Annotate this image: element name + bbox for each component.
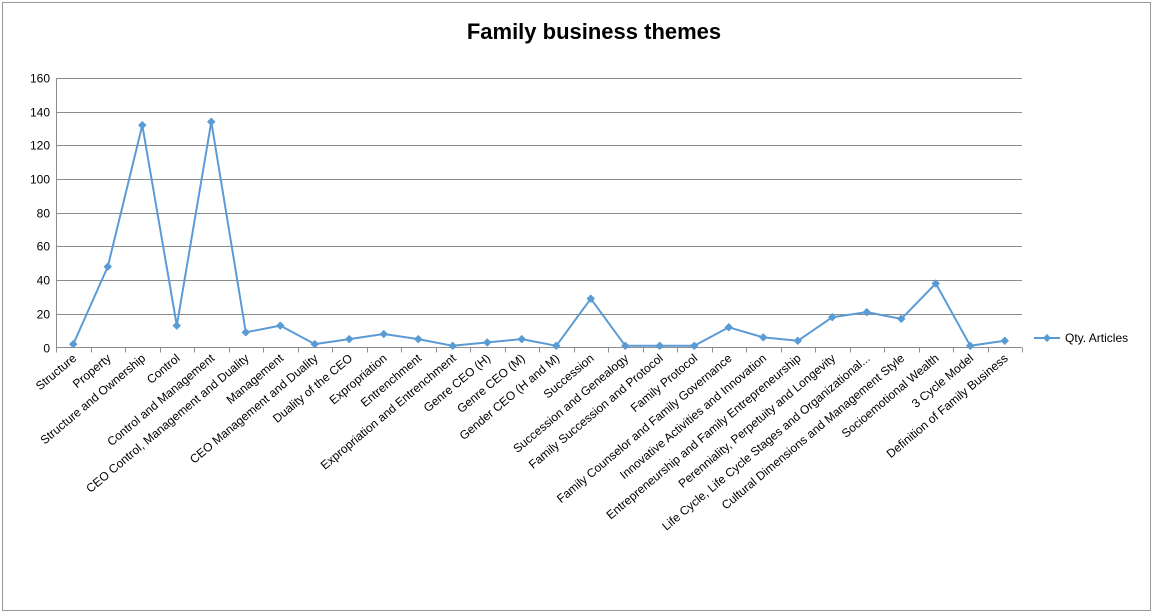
series-layer bbox=[68, 117, 1010, 351]
data-point bbox=[275, 321, 285, 330]
legend: Qty. Articles bbox=[1034, 331, 1128, 345]
data-point bbox=[413, 334, 423, 344]
data-point bbox=[103, 262, 113, 272]
y-tick-label: 40 bbox=[37, 274, 51, 288]
series-line bbox=[72, 120, 1005, 347]
data-point bbox=[586, 294, 596, 304]
y-tick-label: 60 bbox=[37, 240, 51, 254]
data-point bbox=[965, 341, 975, 351]
y-tick-label: 140 bbox=[30, 106, 50, 120]
data-point bbox=[310, 339, 320, 349]
data-point bbox=[448, 341, 458, 351]
data-point bbox=[758, 333, 768, 342]
data-point bbox=[68, 339, 78, 349]
data-point bbox=[655, 341, 665, 351]
legend-diamond-marker bbox=[1043, 334, 1051, 342]
data-point bbox=[793, 336, 803, 346]
y-tick-label: 20 bbox=[37, 308, 51, 322]
data-point bbox=[137, 120, 147, 130]
data-point bbox=[172, 321, 182, 330]
data-point bbox=[379, 329, 389, 339]
y-tick-label: 80 bbox=[37, 207, 51, 221]
data-point bbox=[1000, 336, 1010, 346]
data-point bbox=[689, 341, 699, 351]
data-point bbox=[931, 279, 941, 288]
gridlines bbox=[56, 78, 1022, 315]
data-point bbox=[862, 307, 872, 317]
y-axis: 0 20 40 60 80 100 120 140 160 bbox=[30, 72, 57, 356]
data-point bbox=[482, 338, 492, 347]
data-point bbox=[620, 341, 630, 351]
data-point bbox=[724, 322, 734, 332]
data-point bbox=[827, 312, 837, 322]
data-point bbox=[551, 341, 561, 351]
y-tick-label: 100 bbox=[30, 173, 50, 187]
data-point bbox=[896, 314, 906, 324]
y-tick-label: 160 bbox=[30, 72, 50, 86]
y-tick-label: 0 bbox=[43, 342, 50, 356]
y-tick-label: 120 bbox=[30, 139, 50, 153]
data-point bbox=[241, 327, 251, 337]
data-point bbox=[206, 117, 216, 127]
chart-title: Family business themes bbox=[467, 19, 721, 44]
data-point bbox=[344, 334, 354, 344]
data-point bbox=[517, 334, 527, 344]
legend-label: Qty. Articles bbox=[1065, 331, 1128, 345]
